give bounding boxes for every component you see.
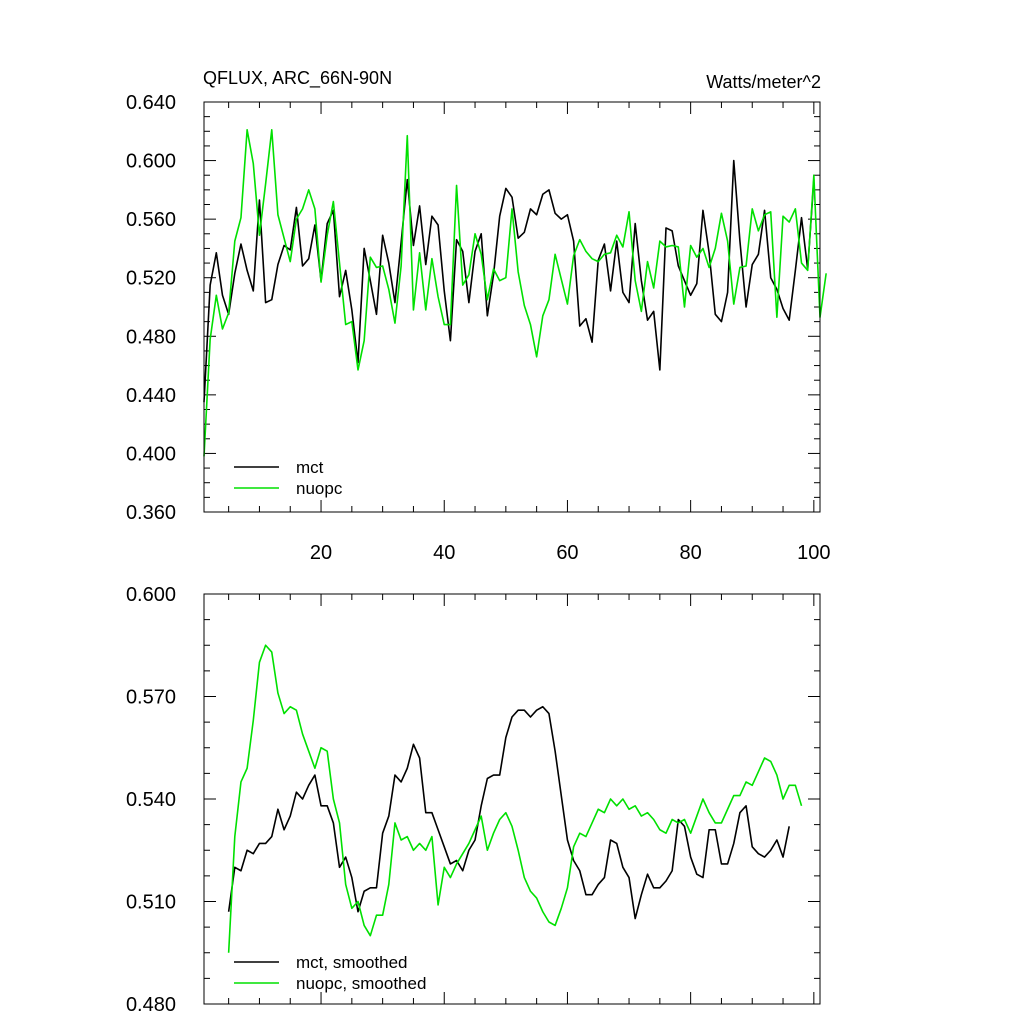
- x-tick-label: 20: [310, 542, 332, 564]
- top-panel: QFLUX, ARC_66N-90N Watts/meter^2 0.3600.…: [126, 68, 831, 564]
- series-line-nuopc: [203, 129, 827, 457]
- x-tick-label: 40: [433, 542, 455, 564]
- top-panel-legend: mct nuopc: [234, 458, 343, 498]
- series-line-nuopc-smoothed: [227, 644, 803, 953]
- y-tick-label: 0.440: [126, 385, 176, 407]
- legend-label: nuopc: [296, 479, 343, 498]
- y-tick-label: 0.600: [126, 151, 176, 173]
- y-tick-label: 0.570: [126, 687, 176, 709]
- legend-label: nuopc, smoothed: [296, 974, 426, 993]
- units-label: Watts/meter^2: [706, 72, 821, 92]
- legend-label: mct, smoothed: [296, 953, 408, 972]
- x-tick-label: 100: [797, 542, 830, 564]
- y-tick-label: 0.640: [126, 92, 176, 114]
- x-tick-label: 80: [680, 542, 702, 564]
- y-tick-label: 0.480: [126, 994, 176, 1016]
- bottom-panel-ticks: 0.480 0.510 0.540 0.570 0.600: [126, 584, 820, 1016]
- series-line-mct-smoothed: [227, 705, 790, 920]
- top-panel-ticks: 0.360 0.400 0.440 0.480 0.520 0.560 0.600 0.640…: [126, 92, 831, 564]
- top-panel-frame: [203, 101, 821, 513]
- y-tick-label: 0.600: [126, 584, 176, 606]
- y-tick-label: 0.560: [126, 209, 176, 231]
- bottom-panel-frame: [203, 593, 821, 1005]
- y-tick-label: 0.540: [126, 789, 176, 811]
- bottom-panel-legend: mct, smoothed nuopc, smoothed: [234, 953, 426, 993]
- y-tick-label: 0.480: [126, 326, 176, 348]
- top-panel-series: [203, 129, 827, 457]
- bottom-panel-series: [227, 644, 803, 953]
- y-tick-label: 0.360: [126, 502, 176, 524]
- y-tick-label: 0.510: [126, 892, 176, 914]
- plot-title: QFLUX, ARC_66N-90N: [203, 68, 392, 89]
- legend-label: mct: [296, 458, 324, 477]
- y-tick-label: 0.400: [126, 443, 176, 465]
- bottom-panel: 0.480 0.510 0.540 0.570 0.600 mct, smoothed n…: [126, 584, 821, 1016]
- x-tick-label: 60: [556, 542, 578, 564]
- series-line-mct: [203, 159, 815, 403]
- y-tick-label: 0.520: [126, 268, 176, 290]
